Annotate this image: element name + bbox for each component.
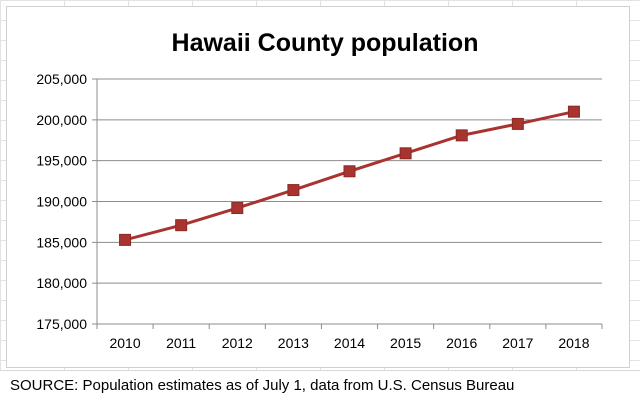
- data-point-marker: [231, 202, 244, 215]
- x-tick-label: 2017: [502, 335, 533, 351]
- line-chart: Hawaii County population 175,000 180,000 1…: [36, 29, 603, 351]
- x-tick-label: 2012: [222, 335, 253, 351]
- x-tick-label: 2018: [558, 335, 589, 351]
- y-tick-label: 190,000: [36, 194, 87, 210]
- y-tick-label: 195,000: [36, 153, 87, 169]
- y-tick-label: 180,000: [36, 275, 87, 291]
- data-point-marker: [567, 105, 580, 118]
- data-point-marker: [119, 233, 132, 246]
- data-point-marker: [175, 219, 188, 232]
- data-point-marker: [511, 117, 524, 130]
- y-tick-label: 185,000: [36, 234, 87, 250]
- x-tick-label: 2011: [166, 335, 196, 351]
- chart-container: Hawaii County population 175,000 180,000 1…: [6, 6, 630, 368]
- data-point-marker: [343, 165, 356, 178]
- x-tick-label: 2016: [446, 335, 477, 351]
- chart-title: Hawaii County population: [172, 29, 479, 57]
- source-note: SOURCE: Population estimates as of July …: [10, 377, 515, 394]
- source-note-cell[interactable]: SOURCE: Population estimates as of July …: [0, 370, 640, 401]
- x-tick-label: 2013: [278, 335, 309, 351]
- x-tick-label: 2015: [390, 335, 421, 351]
- y-tick-label: 200,000: [36, 112, 87, 128]
- data-point-marker: [399, 147, 412, 160]
- data-point-marker: [287, 184, 300, 197]
- x-tick-label: 2010: [109, 335, 140, 351]
- data-point-marker: [455, 129, 468, 142]
- y-tick-label: 205,000: [36, 71, 87, 87]
- x-tick-label: 2014: [334, 335, 365, 351]
- y-tick-label: 175,000: [36, 316, 87, 332]
